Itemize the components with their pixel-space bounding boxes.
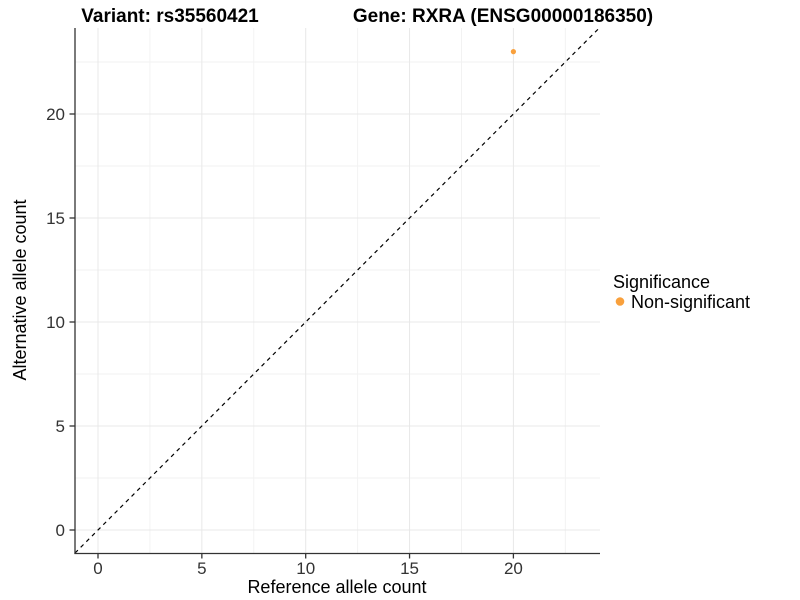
y-tick-label: 5 <box>56 417 65 436</box>
axis-ticks: 0 5 10 15 20 0 5 10 15 20 <box>46 105 523 578</box>
x-tick-label: 15 <box>400 559 419 578</box>
identity-reference-line <box>74 27 600 554</box>
legend-title: Significance <box>613 272 710 292</box>
data-points <box>510 49 516 55</box>
x-axis-title: Reference allele count <box>247 577 426 597</box>
y-tick-label: 0 <box>56 521 65 540</box>
y-tick-label: 20 <box>46 105 65 124</box>
y-axis-title: Alternative allele count <box>10 199 30 380</box>
legend-item: Non-significant <box>615 292 750 312</box>
identity-dashed-line <box>74 27 600 554</box>
gene-title: Gene: RXRA (ENSG00000186350) <box>353 6 653 27</box>
gridlines-major <box>75 28 600 553</box>
x-tick-label: 10 <box>296 559 315 578</box>
y-tick-label: 15 <box>46 209 65 228</box>
x-tick-label: 5 <box>197 559 206 578</box>
legend-item-label: Non-significant <box>631 292 750 312</box>
x-tick-label: 20 <box>504 559 523 578</box>
scatter-point <box>510 49 516 55</box>
gridlines-minor <box>75 28 600 553</box>
legend: Significance Non-significant <box>613 272 750 312</box>
legend-point-icon <box>615 297 625 306</box>
variant-title: Variant: rs35560421 <box>81 6 259 27</box>
y-tick-label: 10 <box>46 313 65 332</box>
x-tick-label: 0 <box>93 559 102 578</box>
